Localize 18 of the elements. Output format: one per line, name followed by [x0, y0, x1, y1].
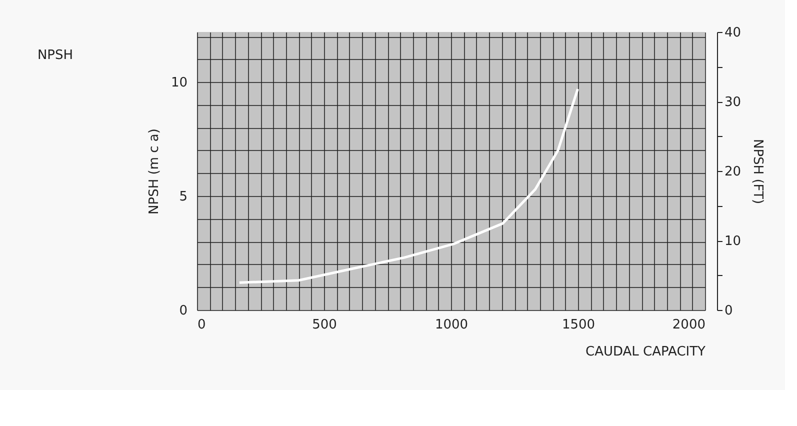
y2-axis-title: NPSH (FT): [750, 138, 766, 204]
x-axis-title: CAUDAL CAPACITY: [586, 344, 706, 360]
x-tick-label: 500: [312, 318, 337, 332]
x-tick-label: 2000: [672, 318, 706, 332]
y2-tick-label: 20: [724, 164, 742, 180]
y2-tick-label: 40: [724, 26, 742, 40]
x-tick-label: 1000: [434, 318, 468, 332]
text: NPSH: [37, 48, 74, 63]
y-tick-label: 0: [179, 304, 188, 318]
line-series: [238, 88, 579, 284]
y-tick-label: 5: [179, 190, 188, 205]
y2-tick-label: 30: [724, 95, 742, 110]
y-tick-label: 10: [170, 76, 188, 91]
y2-tick-label: 0: [724, 304, 733, 318]
y-axis-title: NPSH (m c a): [146, 128, 162, 214]
y2-tick-label: 10: [724, 234, 742, 249]
x-tick-label: 1500: [562, 318, 596, 332]
x-tick-label: 0: [198, 318, 206, 332]
